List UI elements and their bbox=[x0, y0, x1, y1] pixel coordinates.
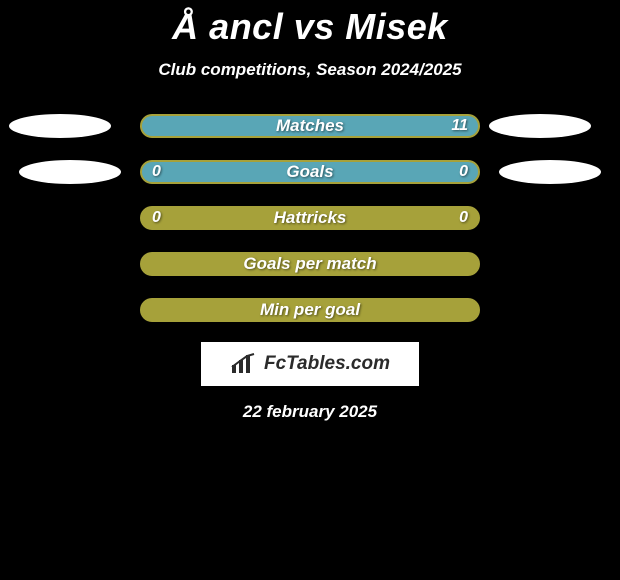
bar-fill-right bbox=[142, 116, 478, 136]
infographic-container: Å ancl vs Misek Club competitions, Seaso… bbox=[0, 0, 620, 580]
bar-track-matches: 11 Matches bbox=[140, 114, 480, 138]
page-title: Å ancl vs Misek bbox=[0, 0, 620, 48]
value-left: 0 bbox=[152, 208, 161, 228]
bar-label: Goals per match bbox=[142, 254, 478, 274]
chart-icon bbox=[230, 353, 258, 375]
logo-text: FcTables.com bbox=[264, 353, 390, 375]
bar-label: Min per goal bbox=[142, 300, 478, 320]
stat-row: Min per goal bbox=[0, 298, 620, 322]
bar-fill-right bbox=[310, 162, 478, 182]
stat-row: 0 0 Hattricks bbox=[0, 206, 620, 230]
bar-track-goals-per-match: Goals per match bbox=[140, 252, 480, 276]
bar-track-hattricks: 0 0 Hattricks bbox=[140, 206, 480, 230]
bar-track-min-per-goal: Min per goal bbox=[140, 298, 480, 322]
logo-box: FcTables.com bbox=[201, 342, 419, 386]
value-right: 0 bbox=[459, 208, 468, 228]
date-line: 22 february 2025 bbox=[0, 402, 620, 422]
stat-row: 0 0 Goals bbox=[0, 160, 620, 184]
subtitle: Club competitions, Season 2024/2025 bbox=[0, 60, 620, 80]
stat-rows: 11 Matches 0 0 Goals 0 0 Hattricks bbox=[0, 114, 620, 322]
bar-fill-left bbox=[142, 162, 310, 182]
stat-row: 11 Matches bbox=[0, 114, 620, 138]
bar-track-goals: 0 0 Goals bbox=[140, 160, 480, 184]
stat-row: Goals per match bbox=[0, 252, 620, 276]
bar-label: Hattricks bbox=[142, 208, 478, 228]
